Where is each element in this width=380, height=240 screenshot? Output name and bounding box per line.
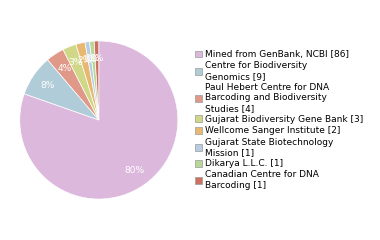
Wedge shape [63,44,99,120]
Text: 4%: 4% [57,64,72,73]
Text: 3%: 3% [69,58,83,67]
Wedge shape [24,60,99,120]
Text: 1%: 1% [90,54,104,63]
Text: 8%: 8% [41,81,55,90]
Wedge shape [85,42,99,120]
Wedge shape [90,41,99,120]
Legend: Mined from GenBank, NCBI [86], Centre for Biodiversity
Genomics [9], Paul Hebert: Mined from GenBank, NCBI [86], Centre fo… [195,50,364,190]
Text: 80%: 80% [124,166,144,175]
Wedge shape [76,42,99,120]
Wedge shape [94,41,99,120]
Wedge shape [48,49,99,120]
Text: 2%: 2% [77,55,92,65]
Text: 1%: 1% [82,54,97,64]
Wedge shape [20,41,178,199]
Text: 1%: 1% [86,54,101,63]
